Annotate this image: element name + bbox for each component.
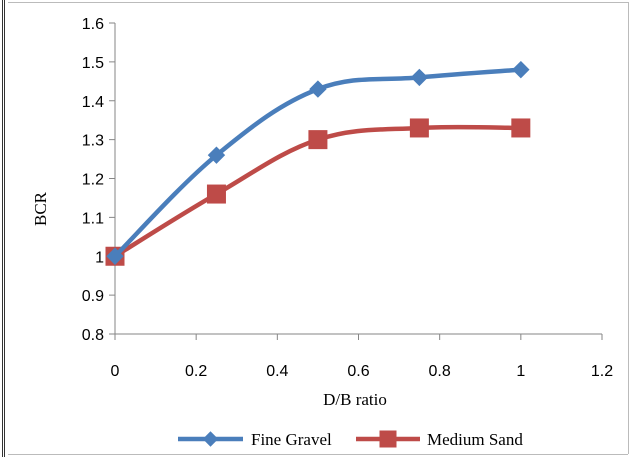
y-tick-label: 1.4 <box>82 94 104 111</box>
y-tick-label: 1 <box>95 249 104 266</box>
legend-marker-medium-sand <box>379 430 397 448</box>
data-point-medium-sand <box>409 118 429 138</box>
x-tick-label: 0.4 <box>266 363 288 380</box>
frame-left-border <box>2 0 5 457</box>
y-tick-label: 1.2 <box>82 172 104 189</box>
x-tick-label: 0.6 <box>347 363 369 380</box>
y-tick-label: 0.8 <box>82 327 104 344</box>
x-tick-label: 1.2 <box>591 363 613 380</box>
series-medium-sand <box>105 118 531 266</box>
x-tick-label: 1 <box>516 363 525 380</box>
frame-bottom-border <box>8 454 628 455</box>
x-tick-label: 0 <box>111 363 120 380</box>
y-tick-label: 0.9 <box>82 288 104 305</box>
series-group <box>105 60 531 266</box>
x-tick-label: 0.2 <box>185 363 207 380</box>
frame-right-border <box>628 2 629 454</box>
legend-item-medium-sand: Medium Sand <box>356 430 523 449</box>
y-axis-label: BCR <box>31 191 50 226</box>
x-axis-label: D/B ratio <box>323 390 387 409</box>
y-tick-label: 1.5 <box>82 55 104 72</box>
data-point-medium-sand <box>511 118 531 138</box>
chart-axes <box>109 22 603 340</box>
data-point-fine-gravel <box>512 60 530 79</box>
x-tick-label: 0.8 <box>429 363 451 380</box>
y-tick-label: 1.3 <box>82 133 104 150</box>
tick-labels: 0.8 0.9 1 1.1 1.2 1.3 1.4 1.5 1.6 0 0.2 0.4 0.6 0.8 1 1… <box>82 16 613 380</box>
data-point-medium-sand <box>308 130 328 150</box>
legend-marker-fine-gravel <box>202 431 219 447</box>
data-point-fine-gravel <box>106 247 124 265</box>
y-tick-label: 1.6 <box>82 16 104 33</box>
data-point-fine-gravel <box>207 146 226 164</box>
data-point-medium-sand <box>206 184 226 204</box>
frame-top-border <box>8 2 628 3</box>
data-point-fine-gravel <box>309 80 327 98</box>
legend-label-medium-sand: Medium Sand <box>427 430 523 449</box>
chart-legend: Fine Gravel Medium Sand <box>178 430 523 449</box>
y-tick-label: 1.1 <box>82 210 104 227</box>
legend-item-fine-gravel: Fine Gravel <box>178 430 332 449</box>
legend-label-fine-gravel: Fine Gravel <box>251 430 332 449</box>
data-point-fine-gravel <box>410 68 429 87</box>
series-fine-gravel <box>106 60 530 265</box>
